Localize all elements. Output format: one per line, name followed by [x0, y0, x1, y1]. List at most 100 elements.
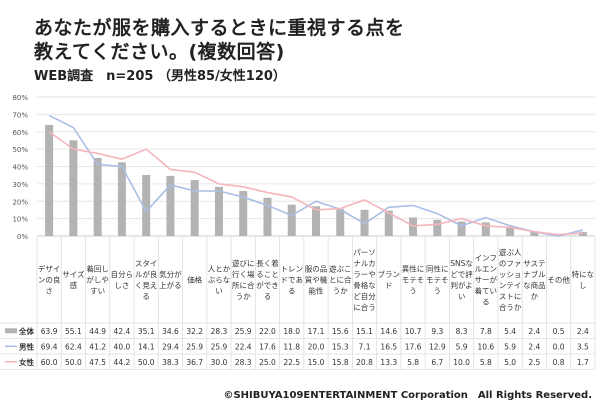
data-label: 62.4: [65, 342, 82, 351]
data-label: 18.0: [283, 327, 300, 336]
title-line-1: あなたが服を購入するときに重視する点を: [34, 17, 405, 39]
chart-subtitle: WEB調査 n=205 （男性85/女性120）: [34, 69, 286, 84]
data-label: 28.3: [211, 327, 228, 336]
line-女性: [48, 131, 583, 236]
data-label: 7.1: [359, 342, 371, 351]
data-label: 10.6: [477, 342, 494, 351]
chart-title: あなたが服を購入するときに重視する点を 教えてください。(複数回答): [34, 16, 405, 64]
data-label: 14.6: [380, 327, 397, 336]
data-label: 0.8: [553, 358, 565, 367]
data-label: 11.8: [283, 342, 300, 351]
category-label: 気分が上がる: [159, 269, 182, 290]
category-label: 異性にモテそう: [402, 264, 425, 296]
bar-全体: [69, 140, 78, 236]
bar-全体: [263, 197, 272, 236]
data-label: 22.0: [259, 327, 276, 336]
data-label: 69.4: [41, 342, 58, 351]
bar-全体: [336, 208, 345, 236]
data-label: 50.0: [65, 358, 82, 367]
bar-全体: [117, 162, 126, 236]
category-label: その他: [547, 275, 570, 285]
bar-全体: [287, 204, 296, 236]
data-label: 29.4: [162, 342, 179, 351]
data-label: 60.0: [41, 358, 58, 367]
y-tick-label: 40%: [12, 164, 28, 172]
bar-全体: [214, 186, 223, 236]
category-label: 長く着ることができる: [256, 258, 279, 301]
bar-全体: [457, 221, 466, 236]
data-label: 32.2: [186, 327, 203, 336]
data-label: 17.6: [405, 342, 422, 351]
data-label: 10.7: [405, 327, 422, 336]
legend-swatch-全体: [5, 328, 17, 334]
y-tick-label: 10%: [12, 216, 28, 224]
bar-全体: [190, 180, 199, 236]
bar-全体: [239, 190, 248, 236]
category-label: 着回しがしやすい: [86, 264, 109, 296]
title-line-2: 教えてください。(複数回答): [34, 41, 285, 63]
data-label: 0.0: [553, 342, 565, 351]
line-男性: [48, 114, 584, 237]
data-label: 20.8: [356, 358, 373, 367]
data-label: 17.6: [259, 342, 276, 351]
category-label: 人とかぶらない: [208, 265, 231, 296]
bar-全体: [578, 231, 587, 236]
data-label: 6.7: [431, 358, 443, 367]
bar-全体: [312, 206, 320, 236]
bar-全体: [384, 210, 393, 236]
y-tick-label: 60%: [12, 129, 28, 137]
data-label: 25.0: [259, 358, 276, 367]
data-label: 15.0: [308, 358, 325, 367]
category-label: トレンドである: [280, 265, 303, 296]
data-label: 38.3: [162, 358, 179, 367]
category-label: スタイルが良く見える: [135, 259, 158, 301]
data-label: 40.0: [114, 342, 131, 351]
data-label: 47.5: [89, 358, 106, 367]
category-label: サイズ感: [62, 269, 85, 290]
bar-全体: [45, 124, 54, 236]
data-label: 10.0: [453, 358, 470, 367]
category-label: SNSなどで評判がよい: [450, 259, 473, 301]
data-label: 5.9: [504, 342, 516, 351]
y-tick-label: 50%: [12, 146, 28, 154]
data-label: 2.4: [577, 327, 589, 336]
y-tick-label: 0%: [17, 233, 28, 241]
data-label: 28.3: [235, 358, 252, 367]
data-label: 35.1: [138, 327, 155, 336]
data-label: 15.6: [332, 327, 349, 336]
data-label: 17.1: [308, 327, 325, 336]
data-label: 1.7: [577, 358, 589, 367]
data-label: 9.3: [431, 327, 443, 336]
bar-全体: [481, 222, 490, 236]
data-label: 2.5: [528, 358, 540, 367]
data-label: 22.4: [235, 342, 252, 351]
bar-全体: [142, 175, 151, 236]
data-label: 8.3: [456, 327, 468, 336]
y-tick-label: 80%: [12, 94, 28, 102]
category-label: デザインの良さ: [38, 264, 61, 296]
category-label: 価格: [187, 275, 202, 285]
category-label: パーソナルカラーや骨格など自分に合う: [353, 248, 376, 312]
data-label: 20.0: [308, 342, 325, 351]
data-label: 25.9: [186, 342, 203, 351]
data-label: 41.2: [89, 342, 106, 351]
data-label: 5.4: [504, 327, 516, 336]
data-label: 15.8: [332, 358, 349, 367]
data-label: 30.0: [211, 358, 228, 367]
category-label: 遊ぶ人のファッションテイストに合うか: [499, 247, 522, 312]
category-label: インフルエンサーが着ている: [475, 254, 498, 307]
data-label: 2.4: [528, 342, 540, 351]
data-label: 25.9: [235, 327, 252, 336]
data-label: 25.9: [211, 342, 228, 351]
y-tick-label: 30%: [12, 181, 28, 189]
data-label: 16.5: [380, 342, 397, 351]
category-label: 同性にモテそう: [426, 264, 449, 296]
legend-label: 女性: [19, 357, 34, 367]
data-label: 44.9: [89, 327, 106, 336]
category-label: 服の品質や機能性: [305, 265, 328, 296]
data-label: 3.5: [577, 342, 589, 351]
data-label: 14.1: [138, 342, 155, 351]
data-label: 15.3: [332, 342, 349, 351]
y-tick-label: 70%: [12, 111, 28, 119]
